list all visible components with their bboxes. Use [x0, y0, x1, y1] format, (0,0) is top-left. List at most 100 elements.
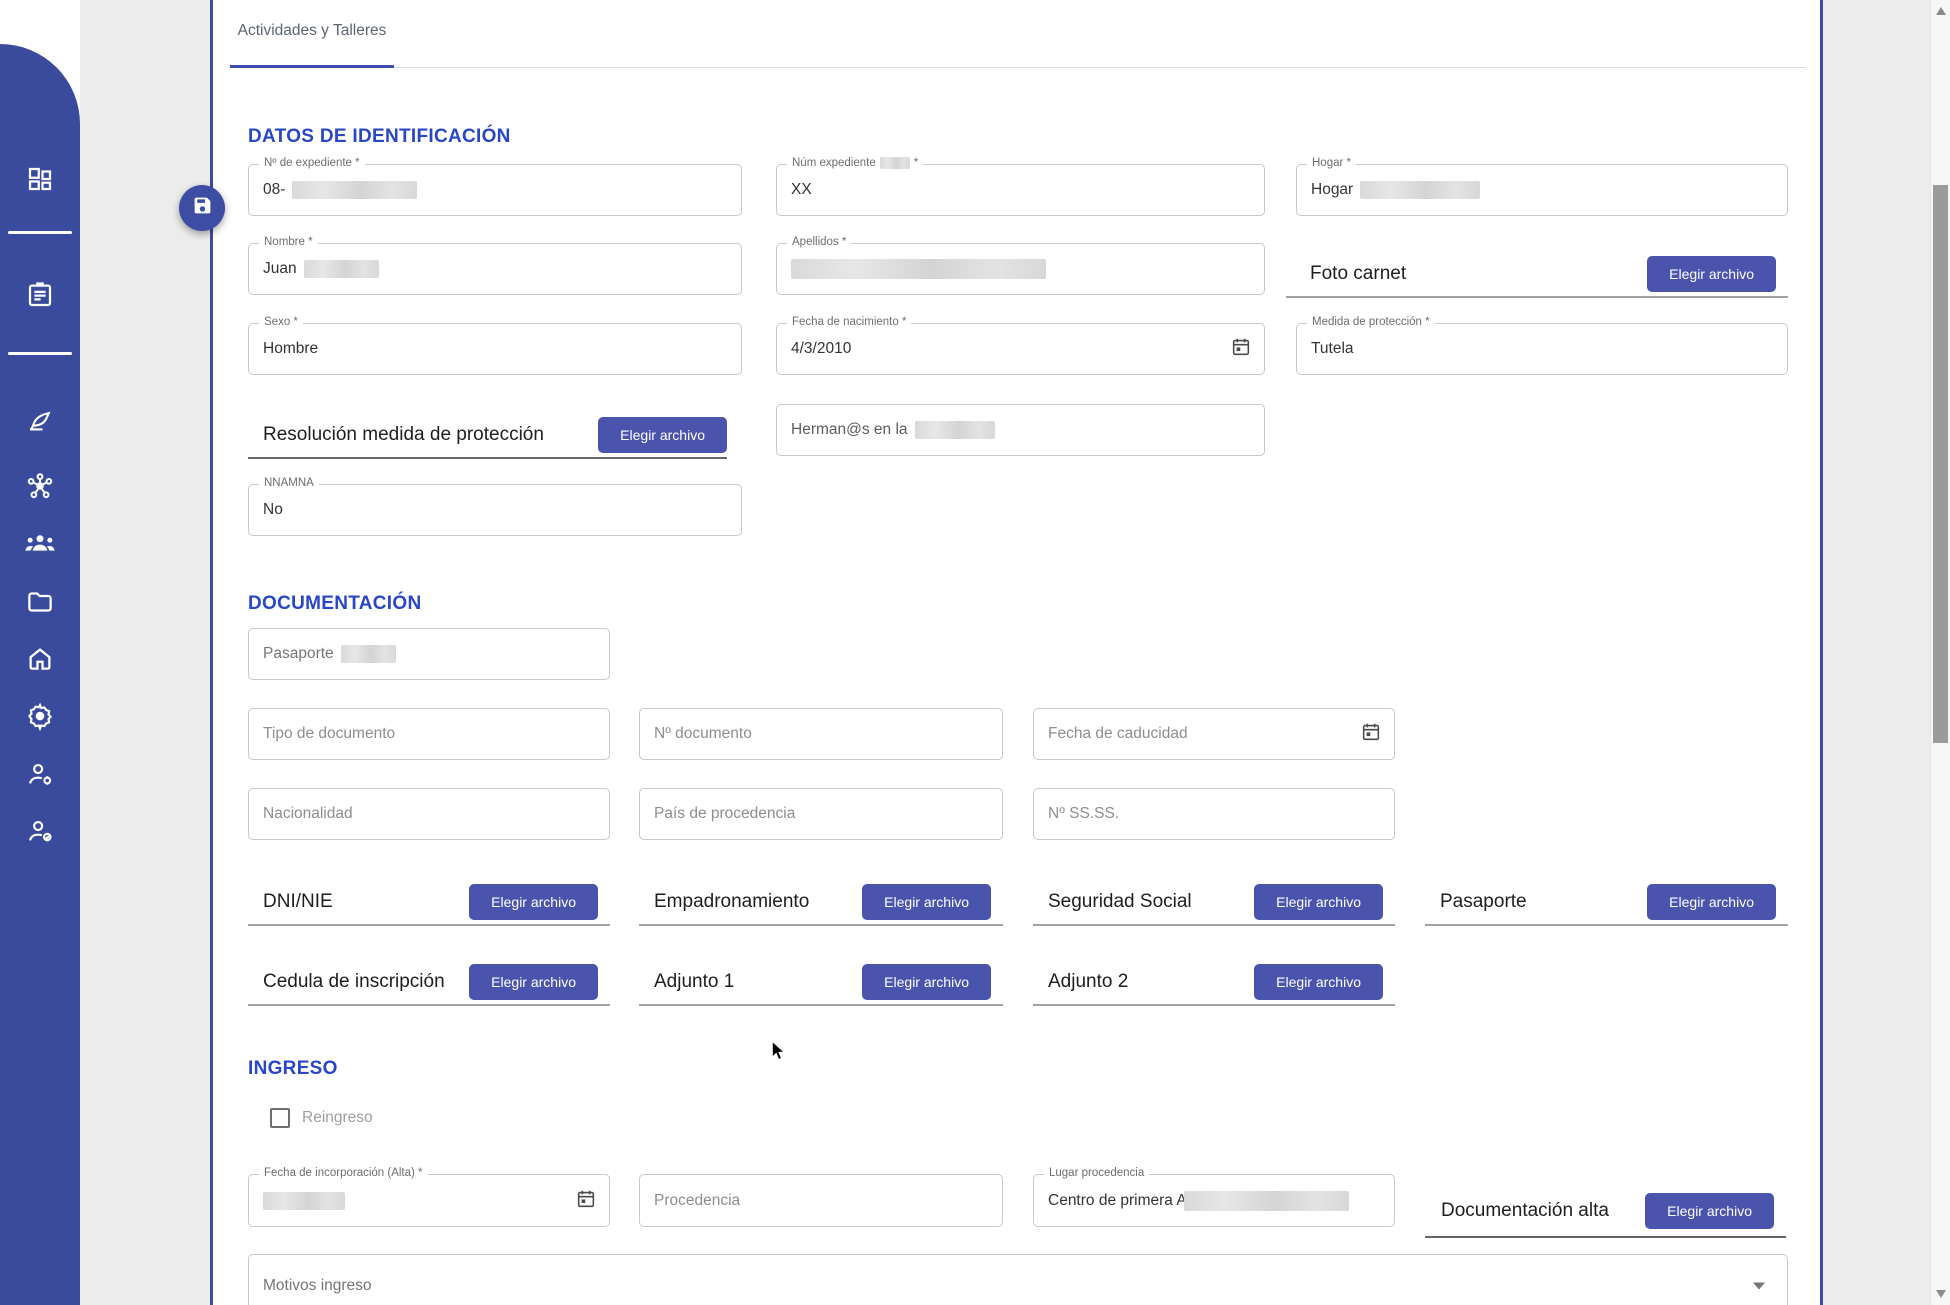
hermanos-field[interactable]: Herman@s en la: [776, 404, 1265, 456]
sidebar: [0, 44, 80, 1305]
field-placeholder: Nº SS.SS.: [1048, 805, 1120, 822]
pasaporte-field[interactable]: Pasaporte: [248, 628, 610, 680]
checkbox-icon[interactable]: [270, 1108, 290, 1128]
lugar-procedencia-field[interactable]: Lugar procedencia Centro de primera A: [1033, 1167, 1395, 1227]
clipboard-icon[interactable]: [0, 278, 80, 312]
field-label: Hogar *: [1312, 157, 1351, 169]
upload-label: DNI/NIE: [263, 891, 333, 912]
section-title-identificacion: DATOS DE IDENTIFICACIÓN: [248, 126, 511, 147]
hogar-field[interactable]: Hogar * Hogar: [1296, 157, 1788, 216]
field-placeholder: Tipo de documento: [263, 725, 396, 742]
section-title-ingreso: INGRESO: [248, 1058, 338, 1079]
fecha-caducidad-field[interactable]: Fecha de caducidad: [1033, 708, 1395, 760]
field-label: Núm expediente: [792, 157, 876, 169]
card-left-accent: [210, 0, 213, 1305]
field-label: NNAMNA: [264, 477, 314, 489]
adjunto1-choose-file-button[interactable]: Elegir archivo: [862, 964, 991, 1000]
quill-icon[interactable]: [0, 403, 80, 437]
calendar-icon[interactable]: [1360, 721, 1382, 748]
select-label: Motivos ingreso: [263, 1277, 372, 1294]
calendar-icon[interactable]: [1230, 336, 1252, 363]
field-label: Nº de expediente *: [264, 157, 360, 169]
field-placeholder: Nº documento: [654, 725, 752, 742]
adjunto2-choose-file-button[interactable]: Elegir archivo: [1254, 964, 1383, 1000]
seguridad-social-choose-file-button[interactable]: Elegir archivo: [1254, 884, 1383, 920]
resolucion-upload: Resolución medida de protección Elegir a…: [248, 413, 727, 459]
save-icon: [192, 195, 213, 221]
dashboard-icon[interactable]: [0, 162, 80, 196]
resolucion-choose-file-button[interactable]: Elegir archivo: [598, 417, 727, 453]
pais-procedencia-field[interactable]: País de procedencia: [639, 788, 1003, 840]
field-label: Sexo *: [264, 316, 298, 328]
empadronamiento-upload: Empadronamiento Elegir archivo: [639, 880, 1003, 926]
motivos-ingreso-select[interactable]: Motivos ingreso: [248, 1254, 1788, 1305]
procedencia-field[interactable]: Procedencia: [639, 1174, 1003, 1227]
apellidos-field[interactable]: Apellidos *: [776, 236, 1265, 295]
redacted-block: [1360, 181, 1481, 199]
expediente-field[interactable]: Nº de expediente * 08-: [248, 157, 742, 216]
fecha-nacimiento-field[interactable]: Fecha de nacimiento * 4/3/2010: [776, 316, 1265, 375]
reingreso-checkbox[interactable]: Reingreso: [270, 1108, 373, 1128]
user-group-icon[interactable]: [0, 814, 80, 848]
dropdown-arrow-icon[interactable]: [1753, 1282, 1765, 1290]
user-settings-icon[interactable]: [0, 757, 80, 791]
field-value: Pasaporte: [263, 645, 334, 662]
field-label: Lugar procedencia: [1049, 1167, 1145, 1179]
scrollbar[interactable]: [1930, 0, 1950, 1305]
documentacion-alta-label: Documentación alta: [1441, 1200, 1609, 1221]
documentacion-alta-upload: Documentación alta Elegir archivo: [1425, 1186, 1786, 1238]
field-value: Herman@s en la: [791, 421, 908, 438]
pasaporte-choose-file-button[interactable]: Elegir archivo: [1647, 884, 1776, 920]
cedula-choose-file-button[interactable]: Elegir archivo: [469, 964, 598, 1000]
sidebar-divider: [8, 231, 72, 234]
scroll-down-arrow-icon[interactable]: [1936, 1290, 1946, 1298]
medida-proteccion-field[interactable]: Medida de protección * Tutela: [1296, 316, 1788, 375]
field-label: Apellidos *: [792, 236, 847, 248]
redacted-block: [791, 259, 1046, 279]
nnamna-field[interactable]: NNAMNA No: [248, 477, 742, 536]
section-title-documentacion: DOCUMENTACIÓN: [248, 593, 422, 614]
field-placeholder: País de procedencia: [654, 805, 796, 822]
foto-carnet-choose-file-button[interactable]: Elegir archivo: [1647, 256, 1776, 292]
scrollbar-thumb[interactable]: [1933, 185, 1948, 743]
redacted-block: [292, 181, 418, 199]
card-right-accent: [1820, 0, 1823, 1305]
dni-nie-choose-file-button[interactable]: Elegir archivo: [469, 884, 598, 920]
nacionalidad-field[interactable]: Nacionalidad: [248, 788, 610, 840]
upload-label: Adjunto 2: [1048, 971, 1129, 992]
field-value: Centro de primera A: [1048, 1191, 1187, 1209]
fecha-alta-field[interactable]: Fecha de incorporación (Alta) *: [248, 1167, 610, 1227]
pasaporte-upload: Pasaporte Elegir archivo: [1425, 880, 1788, 926]
settings-gear-icon[interactable]: [0, 699, 80, 733]
foto-carnet-label: Foto carnet: [1310, 263, 1407, 284]
sexo-field[interactable]: Sexo * Hombre: [248, 316, 742, 375]
num-ss-field[interactable]: Nº SS.SS.: [1033, 788, 1395, 840]
field-placeholder: Fecha de caducidad: [1048, 725, 1188, 742]
sidebar-divider: [8, 352, 72, 355]
home-icon[interactable]: [0, 642, 80, 676]
empadronamiento-choose-file-button[interactable]: Elegir archivo: [862, 884, 991, 920]
tab-actividades-y-talleres[interactable]: Actividades y Talleres: [237, 22, 387, 39]
seguridad-social-upload: Seguridad Social Elegir archivo: [1033, 880, 1395, 926]
upload-label: Empadronamiento: [654, 891, 810, 912]
redacted-block: [263, 1191, 345, 1210]
documentacion-alta-choose-file-button[interactable]: Elegir archivo: [1645, 1193, 1774, 1229]
field-value: Juan: [263, 260, 297, 277]
field-label: Fecha de incorporación (Alta) *: [264, 1167, 423, 1179]
save-button[interactable]: [179, 185, 225, 231]
upload-label: Pasaporte: [1440, 891, 1527, 912]
num-expediente-field[interactable]: Núm expediente * XX: [776, 157, 1265, 216]
scroll-up-arrow-icon[interactable]: [1936, 7, 1946, 15]
nombre-field[interactable]: Nombre * Juan: [248, 236, 742, 295]
resolucion-label: Resolución medida de protección: [263, 424, 544, 445]
num-documento-field[interactable]: Nº documento: [639, 708, 1003, 760]
hub-icon[interactable]: [0, 469, 80, 503]
folder-icon[interactable]: [0, 585, 80, 619]
tipo-documento-field[interactable]: Tipo de documento: [248, 708, 610, 760]
redacted-block: [303, 260, 379, 278]
calendar-icon[interactable]: [575, 1187, 597, 1214]
field-value: XX: [791, 181, 812, 198]
redacted-block: [1183, 1190, 1349, 1211]
groups-icon[interactable]: [0, 527, 80, 561]
